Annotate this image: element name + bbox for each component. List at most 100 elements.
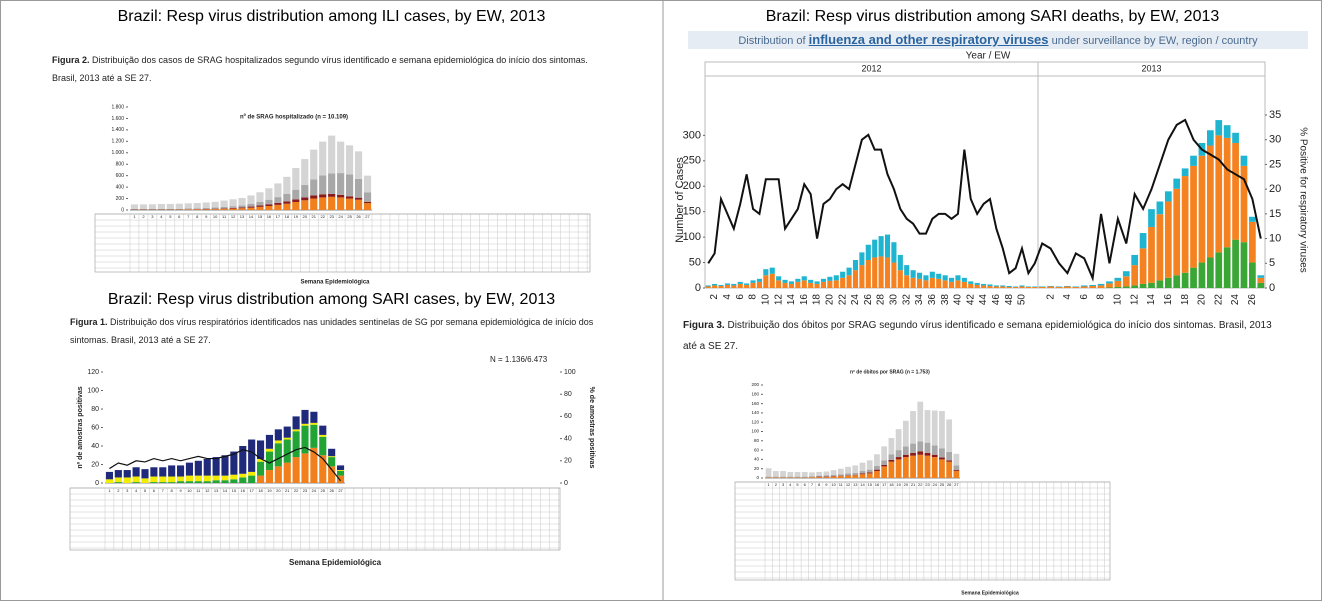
bar	[1106, 283, 1113, 288]
bar	[247, 203, 255, 207]
bar	[256, 205, 264, 207]
bar	[1173, 188, 1181, 276]
bar	[1106, 287, 1113, 288]
x-tick-label: 5	[169, 214, 172, 219]
bar	[1032, 286, 1038, 287]
bar	[823, 477, 830, 478]
bar	[363, 192, 372, 202]
tick-label: 1.000	[111, 150, 124, 156]
bar	[274, 466, 282, 483]
bar	[1006, 285, 1012, 287]
bar	[787, 471, 794, 477]
bar	[166, 203, 174, 209]
bar	[837, 476, 844, 478]
tick-label: 30	[1269, 134, 1281, 146]
x-tick-label: 18	[285, 214, 290, 219]
panel-heading: Brazil: Resp virus distribution among SA…	[765, 8, 1220, 25]
bar	[248, 475, 256, 483]
bar	[961, 281, 967, 288]
x-tick-label: 25	[940, 482, 945, 487]
bar	[239, 473, 247, 478]
tick-label: 150	[683, 206, 701, 218]
y-axis-label: nº de amostras positivas	[77, 386, 84, 468]
x-tick-label: 24	[932, 482, 937, 487]
bar	[1249, 221, 1256, 263]
bar	[859, 471, 866, 474]
bar	[265, 470, 273, 483]
x-tick-label: 19	[896, 482, 901, 487]
bar	[872, 257, 878, 288]
bar	[177, 481, 185, 483]
bar	[776, 276, 782, 281]
bar	[1114, 277, 1122, 281]
tick-label: 120	[751, 419, 759, 424]
bar	[168, 482, 176, 483]
x-tick-label: 42	[965, 294, 976, 306]
line	[109, 446, 342, 482]
bar	[238, 208, 246, 210]
bar	[184, 203, 192, 209]
x-tick-label: 11	[222, 214, 227, 219]
bar	[874, 454, 880, 466]
x-tick-label: 15	[232, 488, 237, 493]
x-tick-label: 8	[1096, 294, 1107, 300]
bar	[310, 195, 318, 199]
bar	[283, 462, 291, 483]
bar	[212, 457, 220, 476]
bar	[866, 460, 873, 470]
x-tick-label: 26	[1247, 294, 1258, 306]
bar	[780, 471, 786, 477]
bar	[319, 436, 327, 456]
bar	[1215, 252, 1223, 288]
caption-text: Distribuição dos casos de SRAG hospitali…	[52, 55, 588, 83]
bar	[319, 175, 327, 195]
tick-label: 200	[751, 382, 759, 387]
bar	[301, 200, 309, 210]
bar	[292, 167, 300, 190]
bar	[916, 272, 923, 279]
x-tick-label: 16	[1163, 294, 1174, 306]
bar	[953, 471, 960, 478]
x-tick-label: 40	[953, 294, 964, 306]
title-part: under surveillance by EW, region / count…	[1051, 35, 1258, 47]
bar	[283, 203, 291, 210]
bar	[874, 465, 880, 470]
bar	[328, 193, 336, 197]
x-tick-label: 16	[267, 214, 272, 219]
x-tick-label: 14	[860, 482, 865, 487]
bar	[274, 429, 282, 441]
bar	[809, 472, 815, 477]
bar	[319, 194, 327, 198]
bar	[194, 481, 202, 483]
bar	[130, 208, 139, 210]
x-tick-label: 2	[117, 488, 120, 493]
bar	[114, 470, 122, 478]
bar	[211, 209, 219, 210]
bar	[1089, 284, 1097, 286]
bar	[292, 429, 300, 432]
bar	[820, 281, 827, 288]
bar	[816, 475, 823, 477]
x-tick-label: 9	[205, 214, 208, 219]
bar	[878, 256, 884, 288]
bar	[363, 175, 372, 193]
bar	[823, 471, 830, 476]
bar	[283, 176, 291, 194]
bar	[139, 204, 148, 209]
x-tick-label: 15	[867, 482, 872, 487]
bar	[939, 448, 945, 458]
bar	[948, 277, 955, 282]
bar	[1025, 286, 1031, 288]
bar	[257, 440, 265, 459]
bar	[923, 280, 929, 288]
caption-text: Distribuição dos óbitos por SRAG segundo…	[683, 320, 1272, 352]
x-tick-label: 12	[846, 482, 851, 487]
bar	[301, 184, 309, 198]
bar	[1038, 286, 1046, 287]
bar	[953, 470, 960, 472]
x-tick-label: 24	[1230, 294, 1241, 306]
x-tick-label: 27	[365, 214, 370, 219]
bar	[274, 440, 282, 444]
bar	[105, 479, 113, 483]
x-tick-label: 44	[978, 294, 989, 306]
